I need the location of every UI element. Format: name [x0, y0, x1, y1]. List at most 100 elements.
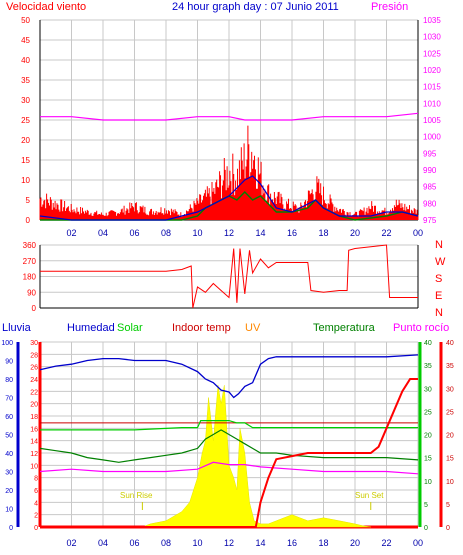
y-tick-humidity: 60 — [5, 414, 13, 421]
y-tick-wind: 50 — [21, 16, 30, 25]
pressure-series — [40, 112, 419, 121]
y-tick-wind: 0 — [26, 216, 31, 225]
y-tick-dewpoint: 20 — [446, 433, 454, 440]
y-tick-wind: 30 — [21, 96, 30, 105]
y-tick-rain: 24 — [30, 377, 38, 384]
x-tick-p3: 16 — [287, 538, 297, 548]
x-tick-p1: 04 — [98, 228, 108, 238]
y-tick-direction: 0 — [32, 304, 37, 313]
y-tick-rain: 6 — [34, 488, 38, 495]
y-tick-temperature: 20 — [424, 433, 432, 440]
y-tick-pressure: 1010 — [423, 99, 441, 108]
y-tick-rain: 8 — [34, 476, 38, 483]
y-tick-direction: 270 — [23, 257, 37, 266]
compass-label: W — [435, 256, 446, 268]
x-tick-p1: 14 — [255, 228, 265, 238]
y-tick-humidity: 80 — [5, 377, 13, 384]
x-tick-p3: 08 — [161, 538, 171, 548]
y-tick-rain: 28 — [30, 352, 38, 359]
y-tick-temperature: 35 — [424, 363, 432, 370]
y-tick-dewpoint: 30 — [446, 386, 454, 393]
y-tick-rain: 26 — [30, 365, 38, 372]
y-tick-rain: 20 — [30, 402, 38, 409]
y-tick-rain: 4 — [34, 500, 38, 507]
y-tick-rain: 10 — [30, 463, 38, 470]
dewpoint-series — [39, 461, 419, 475]
y-tick-rain: 14 — [30, 439, 38, 446]
y-tick-rain: 22 — [30, 389, 38, 396]
x-tick-p1: 20 — [350, 228, 360, 238]
x-tick-p3: 00 — [413, 538, 423, 548]
y-tick-humidity: 70 — [5, 396, 13, 403]
wind-average-series — [39, 175, 419, 221]
y-tick-wind: 25 — [21, 116, 30, 125]
compass-label: E — [435, 290, 442, 302]
x-tick-p1: 02 — [66, 228, 76, 238]
x-tick-p1: 12 — [224, 228, 234, 238]
y-tick-rain: 2 — [34, 513, 38, 520]
compass-label: N — [435, 239, 443, 251]
indoor-label: Indoor temp — [172, 322, 231, 334]
chart-dynamic-layer: 0510152025303540455097598098599099510001… — [1, 16, 454, 548]
x-tick-p3: 10 — [192, 538, 202, 548]
x-tick-p1: 00 — [413, 228, 423, 238]
temperature-label: Temperatura — [313, 322, 376, 334]
y-tick-direction: 360 — [23, 241, 37, 250]
x-tick-p1: 08 — [161, 228, 171, 238]
y-tick-temperature: 25 — [424, 409, 432, 416]
y-tick-humidity: 20 — [5, 488, 13, 495]
x-tick-p1: 16 — [287, 228, 297, 238]
y-tick-temperature: 40 — [424, 340, 432, 347]
x-tick-p1: 10 — [192, 228, 202, 238]
y-tick-humidity: 30 — [5, 470, 13, 477]
solar-radiation-area — [142, 385, 371, 528]
y-tick-direction: 180 — [23, 273, 37, 282]
y-tick-rain: 16 — [30, 426, 38, 433]
y-tick-pressure: 1020 — [423, 66, 441, 75]
x-tick-p3: 20 — [350, 538, 360, 548]
uv-label: UV — [245, 322, 261, 334]
pressure-right-label: Presión — [371, 1, 408, 13]
sunset-annotation: Sun Set — [355, 491, 384, 500]
y-tick-pressure: 995 — [423, 149, 437, 158]
x-tick-p3: 18 — [318, 538, 328, 548]
y-tick-dewpoint: 5 — [446, 502, 450, 509]
y-tick-pressure: 1005 — [423, 116, 441, 125]
rain-series — [40, 378, 418, 528]
humidity-series — [39, 354, 419, 399]
y-tick-pressure: 1030 — [423, 33, 441, 42]
wind-left-label: Velocidad viento — [6, 1, 86, 13]
y-tick-rain: 30 — [30, 340, 38, 347]
y-tick-temperature: 10 — [424, 479, 432, 486]
x-tick-p3: 12 — [224, 538, 234, 548]
y-tick-wind: 45 — [21, 36, 30, 45]
y-tick-pressure: 1035 — [423, 16, 441, 25]
solar-label: Solar — [117, 322, 143, 334]
x-tick-p3: 06 — [129, 538, 139, 548]
y-tick-humidity: 40 — [5, 451, 13, 458]
y-tick-temperature: 15 — [424, 456, 432, 463]
x-tick-p3: 14 — [255, 538, 265, 548]
wind-direction-series — [40, 244, 418, 309]
x-tick-p3: 22 — [381, 538, 391, 548]
y-tick-wind: 40 — [21, 56, 30, 65]
y-tick-pressure: 990 — [423, 166, 437, 175]
x-tick-p3: 02 — [66, 538, 76, 548]
y-tick-wind: 15 — [21, 156, 30, 165]
compass-label: S — [435, 273, 442, 285]
solar-line-series — [40, 420, 418, 431]
y-tick-pressure: 1000 — [423, 133, 441, 142]
y-tick-dewpoint: 0 — [446, 525, 450, 532]
y-tick-rain: 12 — [30, 451, 38, 458]
x-tick-p1: 22 — [381, 228, 391, 238]
y-tick-pressure: 1015 — [423, 83, 441, 92]
y-tick-dewpoint: 25 — [446, 409, 454, 416]
y-tick-dewpoint: 40 — [446, 340, 454, 347]
x-tick-p1: 18 — [318, 228, 328, 238]
chart-title: 24 hour graph day : 07 Junio 2011 — [172, 1, 339, 13]
dewpoint-label: Punto rocío — [393, 322, 449, 334]
y-tick-direction: 90 — [27, 288, 36, 297]
y-tick-wind: 20 — [21, 136, 30, 145]
